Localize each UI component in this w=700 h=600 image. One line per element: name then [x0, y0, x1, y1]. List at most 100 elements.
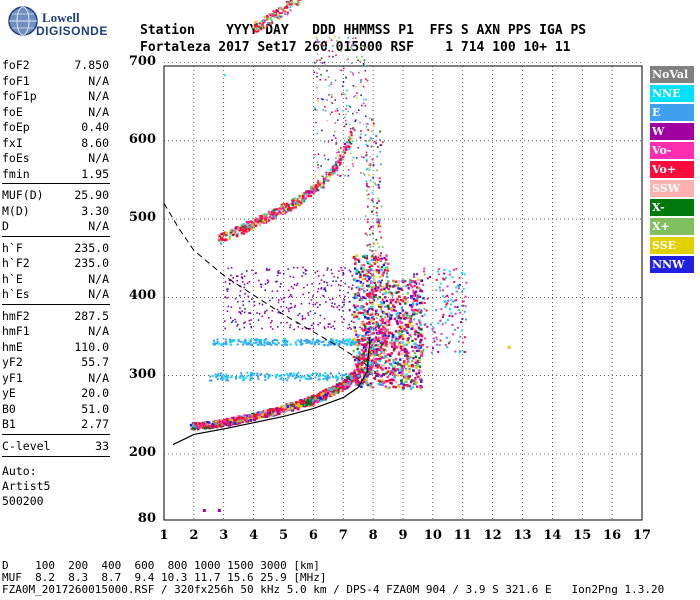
echo-point: [399, 298, 403, 302]
echo-point: [363, 64, 365, 67]
param-value: 8.60: [81, 135, 109, 150]
echo-point: [371, 191, 374, 194]
legend-item-vo-: Vo-: [650, 142, 694, 159]
echo-point: [414, 333, 417, 336]
echo-point: [286, 208, 289, 211]
echo-point: [297, 407, 300, 411]
echo-point: [250, 372, 253, 375]
echo-point: [345, 373, 348, 375]
echo-point: [386, 305, 390, 308]
echo-point: [381, 341, 384, 344]
echo-point: [326, 391, 330, 395]
echo-point: [322, 180, 326, 183]
echo-point: [354, 258, 357, 261]
echo-point: [407, 377, 410, 381]
echo-point: [392, 359, 395, 362]
echo-point: [271, 413, 274, 417]
echo-point: [316, 400, 319, 404]
echo-point: [342, 92, 344, 94]
echo-point: [258, 222, 261, 225]
echo-point: [454, 328, 456, 331]
echo-point: [305, 269, 308, 272]
echo-point: [315, 393, 319, 397]
echo-point: [360, 81, 362, 83]
echo-point: [245, 230, 248, 233]
echo-point: [350, 46, 352, 48]
echo-point: [348, 384, 351, 388]
param-value: N/A: [88, 151, 109, 165]
echo-point: [392, 309, 396, 312]
echo-point: [364, 348, 367, 351]
echo-point: [420, 328, 423, 331]
echo-point: [241, 277, 244, 280]
param-value: N/A: [88, 287, 109, 301]
echo-point: [387, 287, 390, 291]
echo-point: [279, 312, 282, 315]
echo-point: [328, 85, 331, 87]
echo-point: [384, 296, 387, 299]
echo-point: [310, 185, 313, 188]
echo-point: [350, 320, 353, 322]
echo-point: [399, 346, 402, 349]
echo-point: [447, 319, 449, 322]
echo-point: [363, 372, 366, 376]
echo-point: [415, 366, 418, 370]
echo-point: [232, 320, 234, 322]
echo-point: [382, 356, 385, 359]
echo-point: [418, 349, 421, 352]
echo-point: [359, 357, 362, 361]
x-tick-label: 10: [423, 528, 442, 543]
echo-point: [398, 341, 401, 344]
echo-point: [366, 194, 369, 196]
echo-point: [366, 375, 369, 378]
echo-point: [381, 321, 384, 324]
echo-point: [339, 154, 342, 157]
echo-point: [243, 340, 246, 343]
echo-point: [368, 360, 371, 363]
echo-point: [384, 322, 387, 325]
echo-point: [324, 288, 326, 291]
echo-point: [365, 276, 368, 279]
echo-point: [280, 6, 283, 9]
echo-point: [273, 12, 276, 15]
echo-point: [409, 317, 412, 321]
echo-point: [286, 373, 289, 376]
echo-point: [354, 358, 357, 362]
param-key: fxI: [2, 135, 23, 150]
echo-point: [405, 362, 409, 366]
echo-point: [362, 123, 365, 125]
echo-point: [409, 380, 413, 384]
echo-point: [359, 60, 361, 63]
echo-point: [330, 269, 332, 271]
echo-point: [249, 225, 252, 228]
echo-point: [329, 113, 332, 116]
echo-point: [239, 290, 242, 292]
echo-point: [284, 5, 287, 8]
x-tick-label: 13: [513, 528, 532, 543]
echo-point: [208, 423, 211, 427]
echo-point: [345, 119, 347, 122]
x-tick-label: 14: [543, 528, 562, 543]
echo-point: [356, 367, 359, 370]
echo-point: [271, 328, 274, 330]
echo-point: [415, 286, 419, 289]
echo-point: [352, 165, 354, 167]
echo-point: [415, 273, 418, 276]
echo-point: [289, 372, 292, 375]
echo-point: [253, 372, 256, 375]
echo-point: [403, 343, 407, 346]
echo-point: [383, 381, 386, 384]
echo-point: [365, 343, 368, 346]
echo-point: [379, 257, 381, 260]
echo-point: [219, 419, 223, 422]
echo-point: [366, 234, 368, 236]
echo-point: [291, 375, 294, 378]
echo-point: [354, 279, 357, 282]
echo-point: [275, 208, 278, 211]
echo-point: [241, 228, 245, 231]
echo-point: [297, 3, 300, 6]
echo-point: [290, 285, 293, 288]
echo-point: [252, 26, 255, 29]
echo-point: [409, 335, 412, 338]
echo-point: [335, 169, 338, 172]
